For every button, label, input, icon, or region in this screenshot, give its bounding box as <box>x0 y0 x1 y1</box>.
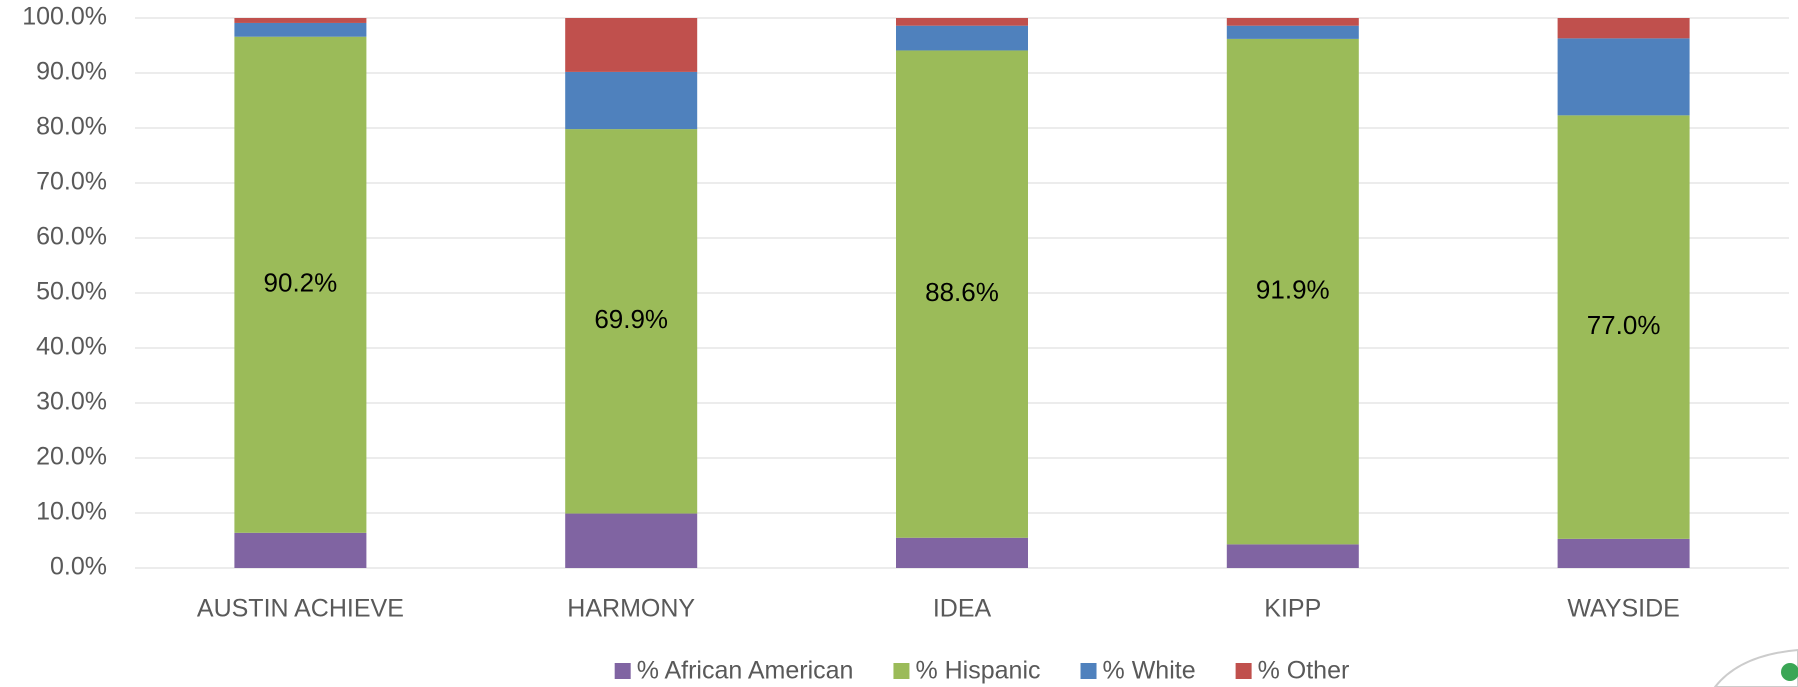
bar-segment <box>234 532 367 568</box>
bar-segment <box>1557 115 1690 539</box>
bar-segment <box>1226 18 1359 26</box>
y-tick-label: 0.0% <box>50 553 107 581</box>
y-tick-label: 10.0% <box>36 498 107 526</box>
x-tick-label: KIPP <box>1264 595 1321 623</box>
x-tick-label: IDEA <box>933 595 992 623</box>
y-tick-label: 30.0% <box>36 388 107 416</box>
bar-segment <box>896 25 1028 51</box>
x-tick-label: HARMONY <box>567 595 695 623</box>
value-label: 77.0% <box>1587 310 1661 340</box>
bar-segment <box>565 18 698 72</box>
legend-item: % African American <box>614 657 854 685</box>
legend-swatch <box>1080 663 1097 679</box>
bar-segment <box>1557 538 1690 568</box>
value-label: 88.6% <box>925 277 999 307</box>
bar-segment <box>565 129 698 514</box>
legend-label: % Other <box>1258 657 1350 685</box>
y-tick-label: 100.0% <box>22 3 107 31</box>
value-label: 90.2% <box>264 268 338 298</box>
bar-segment <box>1557 18 1690 39</box>
bar-segment <box>1226 25 1359 39</box>
legend-swatch <box>614 663 631 679</box>
y-tick-label: 20.0% <box>36 443 107 471</box>
y-tick-label: 40.0% <box>36 333 107 361</box>
legend-label: % White <box>1103 657 1196 685</box>
bar-segment <box>234 36 367 533</box>
y-tick-label: 70.0% <box>36 168 107 196</box>
bar-segment <box>565 71 698 130</box>
labels: 0.0% 10.0% 20.0% 30.0% 40.0% 50.0% 60.0% 70.0% 8… <box>22 3 1680 685</box>
bar-segment <box>234 18 367 23</box>
bar-segment <box>1226 544 1359 568</box>
logo-leaf <box>1781 663 1798 681</box>
legend-label: % Hispanic <box>915 657 1040 685</box>
bar-segment <box>1226 38 1359 545</box>
bar-segment <box>896 18 1028 26</box>
x-tick-label: WAYSIDE <box>1567 595 1680 623</box>
y-tick-label: 60.0% <box>36 223 107 251</box>
bars <box>234 18 1690 568</box>
y-tick-label: 90.0% <box>36 58 107 86</box>
legend-label: % African American <box>637 657 854 685</box>
bar-segment <box>1557 38 1690 116</box>
value-label: 69.9% <box>594 304 668 334</box>
bar-segment <box>896 537 1028 568</box>
value-label: 91.9% <box>1256 275 1330 305</box>
legend-item: % Hispanic <box>893 657 1041 685</box>
bar-segment <box>565 513 698 568</box>
legend-item: % White <box>1080 657 1196 685</box>
legend-swatch <box>893 663 910 679</box>
x-tick-label: AUSTIN ACHIEVE <box>197 595 404 623</box>
y-tick-label: 80.0% <box>36 113 107 141</box>
bar-segment <box>896 50 1028 538</box>
legend-item: % Other <box>1235 657 1350 685</box>
bar-segment <box>234 22 367 37</box>
y-tick-label: 50.0% <box>36 278 107 306</box>
logo <box>1713 648 1798 687</box>
legend-swatch <box>1235 663 1252 679</box>
